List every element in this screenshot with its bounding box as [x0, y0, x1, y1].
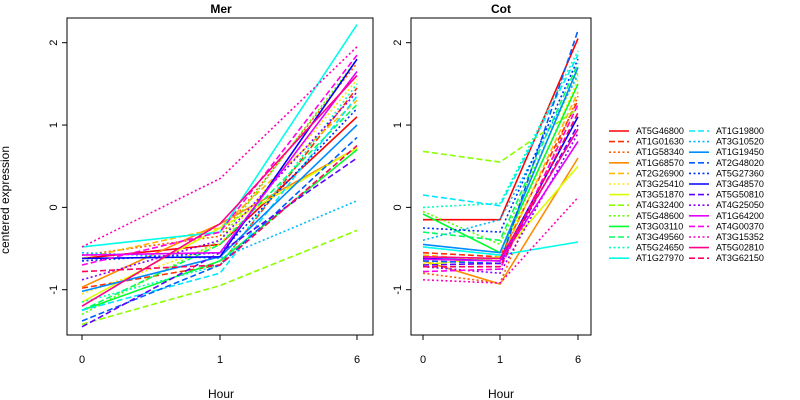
y-tick-label-cot-0: -1 — [392, 285, 404, 295]
x-tick-label-mer-2: 6 — [354, 354, 360, 366]
legend-label-20: AT5G50810 — [716, 190, 764, 200]
series-cot-1 — [423, 38, 579, 221]
series-cot-24 — [422, 196, 579, 284]
x-axis-label-mer: Hour — [208, 387, 234, 400]
y-tick-label-mer-2: 1 — [48, 122, 60, 128]
legend-label-21: AT4G25050 — [716, 200, 764, 210]
y-tick-label-mer-0: -1 — [48, 285, 60, 295]
legend-label-25: AT5G02810 — [716, 243, 764, 253]
series-cot-25 — [422, 128, 579, 260]
y-tick-label-cot-3: 2 — [392, 40, 404, 46]
series-mer-25 — [81, 75, 358, 307]
panel-mer: Mer -1 0 1 2 0 1 6 Hour — [48, 2, 374, 400]
series-mer-4 — [81, 147, 358, 288]
panel-cot-ticks: -1 0 1 2 0 1 6 — [392, 40, 581, 366]
legend-label-14: AT1G19800 — [716, 126, 764, 136]
legend-label-8: AT4G32400 — [636, 200, 684, 210]
series-cot-12 — [422, 50, 579, 209]
series-mer-13 — [81, 24, 358, 248]
series-cot-11 — [422, 62, 579, 242]
series-mer-8 — [81, 229, 358, 326]
series-cot-14 — [422, 54, 579, 207]
series-cot-9 — [422, 71, 579, 246]
series-cot-4 — [422, 157, 579, 285]
legend-label-5: AT2G26900 — [636, 168, 684, 178]
series-mer-14 — [81, 95, 358, 312]
legend-label-26: AT3G62150 — [716, 253, 764, 263]
legend-label-15: AT3G10520 — [716, 137, 764, 147]
series-mer-5 — [81, 99, 358, 260]
y-tick-label-mer-3: 2 — [48, 40, 60, 46]
legend-label-2: AT1G01630 — [636, 137, 684, 147]
panel-title-mer: Mer — [210, 2, 232, 16]
series-cot-8 — [422, 107, 579, 163]
legend-label-23: AT4G00370 — [716, 221, 764, 231]
series-cot-6 — [422, 79, 579, 265]
x-tick-label-cot-2: 6 — [575, 354, 581, 366]
series-cot-21 — [422, 132, 579, 275]
series-mer-7 — [81, 147, 358, 303]
legend-label-16: AT1G19450 — [716, 147, 764, 157]
legend-label-18: AT5G27360 — [716, 168, 764, 178]
y-tick-label-mer-1: 0 — [48, 204, 60, 210]
x-tick-label-mer-0: 0 — [79, 354, 85, 366]
legend-label-22: AT1G64200 — [716, 211, 764, 221]
legend-label-3: AT1G58340 — [636, 147, 684, 157]
legend-label-9: AT5G48600 — [636, 211, 684, 221]
legend-label-12: AT5G24650 — [636, 243, 684, 253]
y-axis-label: centered expression — [0, 146, 12, 254]
series-cot-26 — [423, 112, 579, 268]
legend-label-1: AT5G46800 — [636, 126, 684, 136]
panel-title-cot: Cot — [491, 2, 511, 16]
series-mer-23 — [81, 54, 358, 266]
legend-label-10: AT3G03110 — [636, 221, 683, 231]
legend: AT5G46800AT1G01630AT1G58340AT1G68570AT2G… — [609, 126, 764, 263]
series-cot-19 — [422, 116, 579, 262]
series-cot-22 — [422, 141, 579, 262]
series-mer-24 — [81, 46, 358, 248]
panel-mer-frame — [66, 17, 374, 336]
series-mer-10 — [81, 149, 358, 312]
series-mer-18 — [81, 108, 358, 262]
x-tick-label-cot-1: 1 — [497, 354, 503, 366]
panel-cot-series — [422, 30, 579, 285]
series-cot-13 — [422, 241, 579, 256]
series-cot-18 — [422, 58, 579, 233]
x-tick-label-mer-1: 1 — [217, 354, 223, 366]
panel-cot: Cot -1 0 1 2 0 1 6 Hour — [392, 2, 592, 400]
series-mer-12 — [81, 83, 358, 303]
series-mer-11 — [81, 103, 358, 312]
x-tick-label-cot-0: 0 — [420, 354, 426, 366]
legend-label-24: AT3G15352 — [716, 232, 764, 242]
panel-mer-ticks: -1 0 1 2 0 1 6 — [48, 40, 360, 366]
series-cot-7 — [422, 165, 579, 266]
legend-label-17: AT2G48020 — [716, 158, 764, 168]
panel-cot-frame — [410, 17, 592, 336]
x-axis-label-cot: Hour — [488, 387, 514, 400]
legend-label-11: AT3G49560 — [636, 232, 684, 242]
series-cot-16 — [422, 67, 579, 254]
y-tick-label-cot-2: 1 — [392, 122, 404, 128]
panel-mer-series — [81, 24, 358, 328]
legend-label-6: AT3G25410 — [636, 179, 684, 189]
legend-label-7: AT3G51870 — [636, 190, 684, 200]
legend-label-4: AT1G68570 — [636, 158, 684, 168]
legend-label-19: AT3G48570 — [716, 179, 764, 189]
series-cot-23 — [422, 104, 579, 273]
legend-label-13: AT1G27970 — [636, 253, 684, 263]
series-mer-26 — [81, 144, 358, 273]
series-mer-6 — [81, 79, 358, 295]
y-tick-label-cot-1: 0 — [392, 204, 404, 210]
